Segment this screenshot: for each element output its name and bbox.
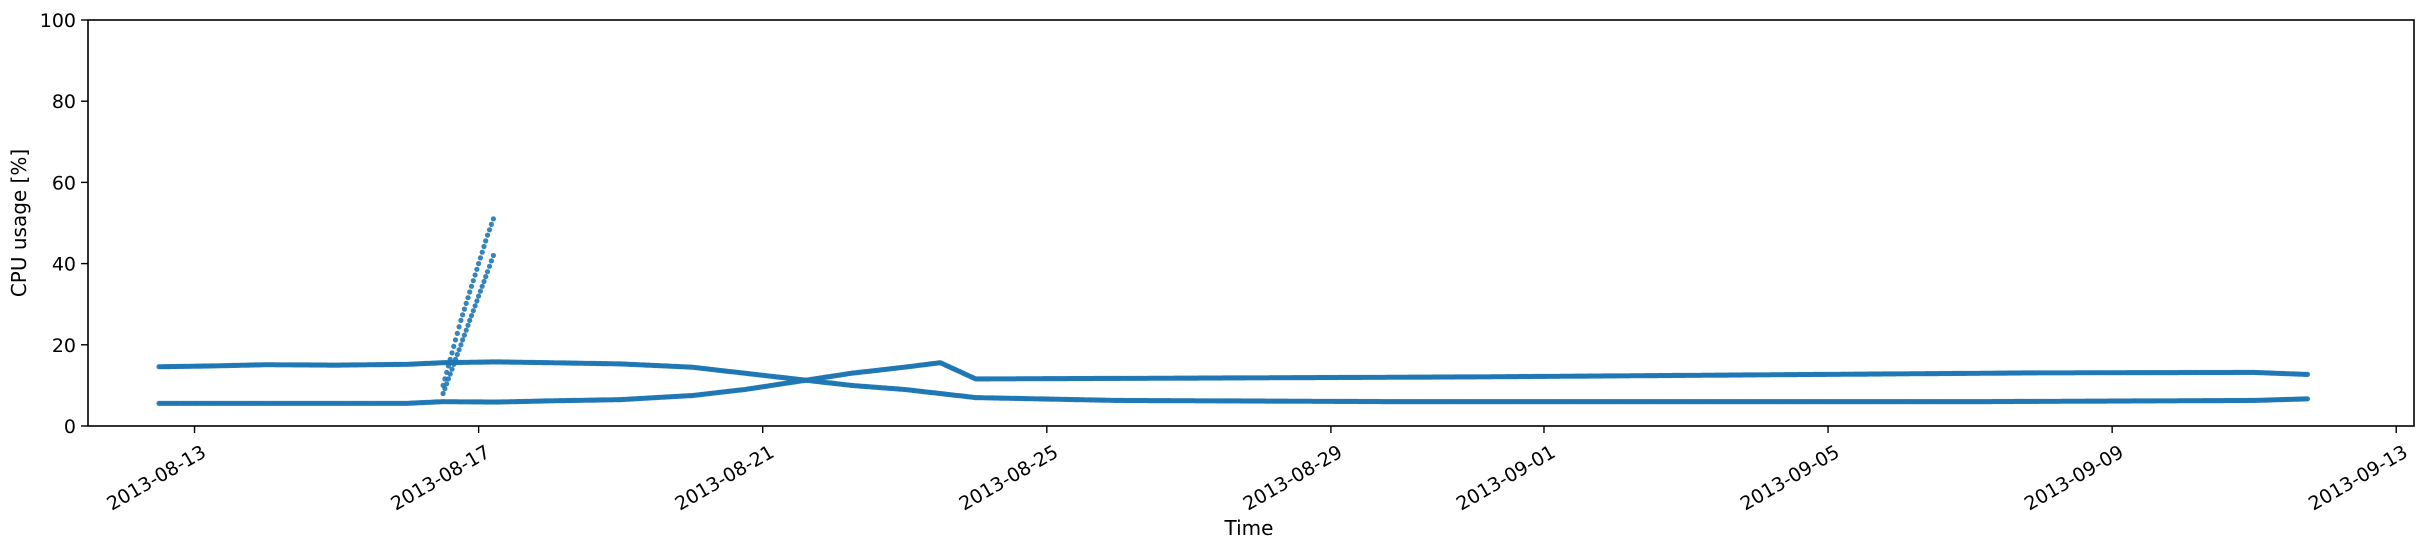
data-point [454, 330, 460, 336]
data-point [479, 283, 485, 289]
data-point [483, 238, 489, 244]
data-point [447, 371, 453, 377]
data-marks [156, 216, 2311, 406]
y-tick-label: 80 [52, 91, 76, 113]
data-point [470, 308, 476, 314]
data-point [442, 386, 448, 392]
data-point [486, 263, 493, 269]
data-point [479, 249, 485, 255]
data-point [468, 283, 475, 289]
data-point [490, 252, 496, 259]
data-point [481, 278, 487, 285]
data-point [470, 278, 476, 284]
y-tick-label: 100 [40, 10, 76, 32]
series-1 [156, 360, 2311, 406]
x-tick-label: 2013-08-25 [955, 441, 1062, 515]
axis-ticks: 0 20 40 60 80 100 2013-08-13 2013-08-17 2013-08-… [40, 10, 2412, 515]
x-tick-label: 2013-09-01 [1453, 441, 1560, 515]
data-point [461, 306, 467, 312]
y-tick-label: 60 [52, 172, 76, 194]
y-axis-label: CPU usage [%] [7, 149, 31, 297]
data-point [476, 261, 482, 267]
x-tick-label: 2013-08-17 [387, 441, 494, 515]
y-tick-label: 40 [52, 254, 76, 276]
data-point [465, 295, 471, 301]
data-point [486, 227, 493, 233]
data-point [483, 274, 489, 280]
y-tick-label: 0 [64, 416, 76, 438]
data-point [476, 293, 482, 299]
data-point [460, 312, 466, 318]
data-point [481, 243, 487, 250]
data-point [447, 356, 453, 362]
data-point [452, 337, 459, 343]
data-point [2304, 396, 2311, 402]
data-point [467, 317, 473, 323]
data-point [460, 337, 466, 343]
data-point [2304, 371, 2311, 377]
data-point [461, 332, 467, 338]
series-0 [156, 359, 2311, 405]
data-point [472, 303, 478, 309]
data-point [449, 366, 455, 372]
data-point [488, 221, 494, 227]
data-point [454, 351, 460, 358]
series-3 [440, 252, 496, 397]
plot-frame [87, 19, 2415, 427]
x-axis-label: Time [1224, 516, 1274, 540]
x-tick-label: 2013-08-29 [1240, 441, 1347, 515]
x-tick-label: 2013-09-05 [1737, 441, 1844, 515]
data-point [456, 324, 462, 330]
data-point [449, 350, 455, 356]
data-point [451, 361, 457, 367]
data-point [474, 266, 480, 272]
data-point [445, 376, 451, 382]
x-tick-label: 2013-08-13 [103, 441, 210, 515]
data-point [456, 347, 462, 353]
x-tick-label: 2013-08-21 [671, 441, 778, 515]
data-point [463, 327, 469, 333]
data-point [452, 356, 459, 362]
data-point [484, 269, 491, 275]
x-tick-label: 2013-09-13 [2305, 441, 2412, 515]
data-point [440, 390, 446, 397]
data-point [465, 322, 471, 328]
data-point [488, 258, 494, 264]
data-point [468, 313, 475, 319]
data-point [484, 232, 491, 238]
data-point [444, 381, 450, 387]
x-tick-label: 2013-09-09 [2021, 441, 2128, 515]
data-point [445, 363, 451, 369]
data-point [458, 317, 464, 323]
data-point [451, 343, 457, 349]
data-point [467, 289, 473, 295]
y-tick-label: 20 [52, 335, 76, 357]
data-point [490, 216, 496, 222]
data-point [477, 288, 483, 294]
data-point [477, 255, 483, 261]
data-point [472, 272, 478, 278]
data-point [463, 300, 469, 306]
data-point [458, 342, 464, 348]
data-point [474, 298, 480, 304]
